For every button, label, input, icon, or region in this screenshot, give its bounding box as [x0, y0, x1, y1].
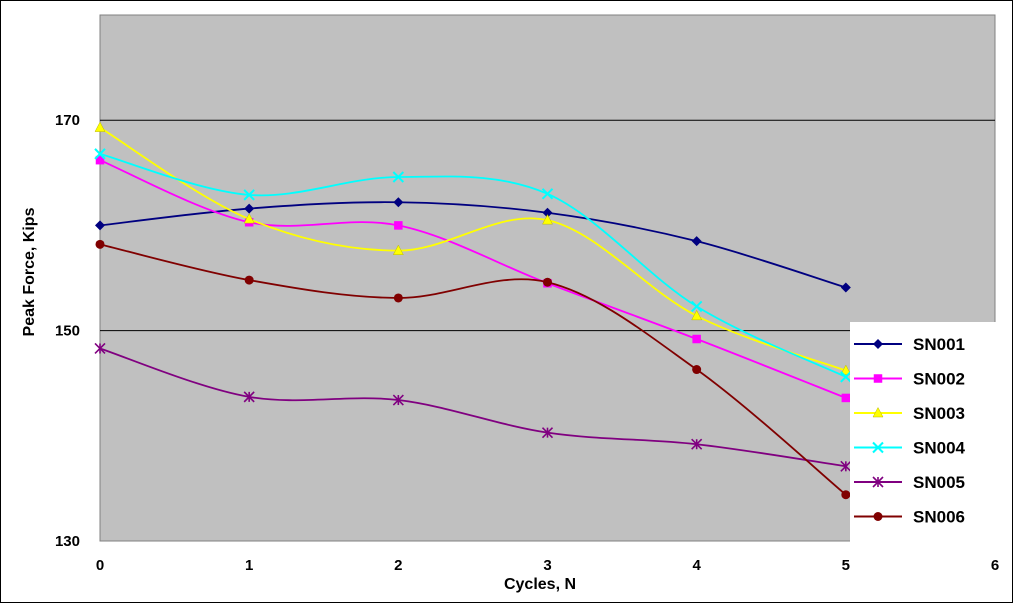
- data-point: [95, 220, 105, 231]
- data-point: [872, 406, 884, 418]
- series-line: [99, 159, 847, 399]
- legend-label: SN003: [913, 404, 965, 423]
- data-point: [691, 236, 702, 247]
- data-point: [392, 394, 404, 406]
- data-point: [392, 171, 405, 183]
- data-point: [541, 427, 554, 439]
- data-point: [393, 293, 403, 303]
- data-point: [692, 334, 701, 344]
- data-point: [872, 441, 884, 454]
- data-point: [95, 155, 105, 165]
- data-point: [243, 391, 255, 403]
- x-tick-label: 1: [245, 557, 253, 574]
- data-point: [691, 438, 703, 450]
- legend-label: SN005: [913, 473, 965, 492]
- y-tick-label: 170: [55, 112, 80, 129]
- data-point: [394, 221, 403, 230]
- x-tick-label: 3: [543, 557, 551, 574]
- data-point: [691, 309, 703, 321]
- legend-background: [850, 322, 1000, 543]
- data-point: [840, 371, 852, 383]
- x-tick-label: 6: [991, 557, 999, 574]
- series-sn004: [94, 148, 852, 383]
- series-line: [99, 243, 847, 496]
- data-point: [243, 213, 255, 224]
- x-tick-label: 4: [692, 557, 701, 574]
- data-point: [95, 239, 105, 249]
- legend-item: SN001: [854, 335, 965, 354]
- legend-label: SN006: [913, 508, 965, 527]
- x-axis-title: Cycles, N: [504, 576, 576, 593]
- series-sn003: [94, 121, 852, 375]
- legend-label: SN002: [913, 370, 965, 389]
- data-point: [692, 365, 702, 375]
- data-point: [543, 277, 552, 287]
- data-point: [541, 188, 554, 200]
- y-tick-label: 150: [55, 323, 80, 340]
- data-point: [94, 342, 106, 355]
- data-point: [873, 374, 883, 383]
- data-point: [94, 121, 106, 132]
- x-tick-label: 0: [96, 557, 104, 574]
- data-point: [840, 460, 852, 472]
- y-axis-title: Peak Force, Kips: [21, 207, 38, 336]
- data-point: [244, 275, 254, 285]
- data-point: [392, 244, 404, 255]
- legend: SN001 SN002 SN003 SN004 SN005 SN006: [850, 322, 1000, 543]
- data-point: [94, 148, 106, 160]
- data-point: [840, 282, 851, 293]
- data-point: [872, 476, 884, 488]
- data-point: [841, 490, 851, 500]
- data-point: [244, 203, 255, 214]
- legend-item: SN005: [854, 473, 965, 492]
- series-sn006: [95, 239, 851, 500]
- x-tick-label: 5: [842, 557, 850, 574]
- data-point: [393, 197, 404, 208]
- x-tick-label: 2: [394, 557, 402, 574]
- data-point: [542, 207, 553, 218]
- data-point: [542, 214, 553, 225]
- data-point: [873, 512, 883, 521]
- y-tick-label: 130: [55, 533, 80, 550]
- legend-item: SN002: [854, 370, 965, 389]
- legend-label: SN004: [913, 439, 966, 458]
- data-point: [840, 364, 852, 375]
- data-point: [243, 189, 255, 201]
- data-point: [873, 339, 883, 349]
- series-line: [99, 126, 847, 372]
- legend-label: SN001: [913, 335, 965, 354]
- legend-item: SN006: [854, 508, 965, 527]
- data-point: [690, 300, 703, 313]
- series-line: [99, 347, 846, 468]
- data-point: [841, 393, 851, 403]
- series-sn005: [94, 342, 852, 472]
- legend-item: SN003: [854, 404, 965, 423]
- series-line: [99, 152, 847, 378]
- legend-item: SN004: [854, 439, 966, 458]
